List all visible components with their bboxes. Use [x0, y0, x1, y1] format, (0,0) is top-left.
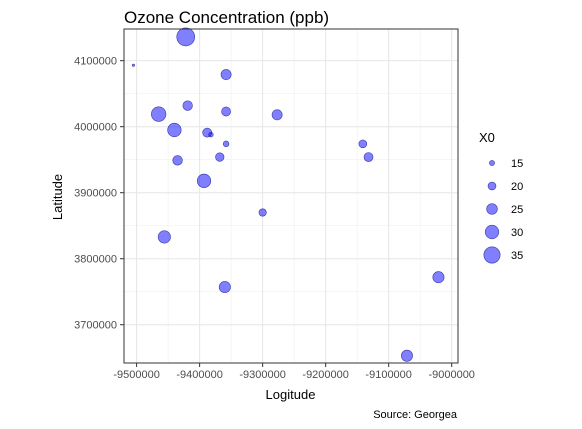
data-point — [131, 63, 135, 67]
plot-panel — [124, 29, 458, 363]
legend-key-circle — [483, 246, 501, 264]
data-point — [151, 106, 167, 122]
data-point — [167, 122, 182, 138]
data-points — [131, 27, 445, 362]
legend-title: X0 — [479, 130, 495, 145]
legend-key-circle — [487, 181, 497, 191]
legend-key-label: 30 — [511, 227, 523, 239]
y-tick-label: 3800000 — [74, 254, 117, 266]
y-tick-label: 4100000 — [74, 56, 117, 68]
data-point — [176, 27, 196, 47]
y-tick-label: 4000000 — [74, 122, 117, 134]
data-point — [363, 152, 374, 162]
x-tick-label: -9400000 — [176, 369, 223, 381]
data-point — [221, 106, 231, 117]
x-tick-label: -9500000 — [113, 369, 160, 381]
legend-key-label: 20 — [511, 181, 523, 193]
plot-border — [123, 28, 459, 364]
data-point — [400, 349, 413, 362]
x-axis-label: Logitude — [266, 387, 316, 402]
data-point — [218, 281, 231, 294]
chart-title: Ozone Concentration (ppb) — [124, 8, 329, 27]
data-point — [182, 100, 193, 111]
legend-key-label: 25 — [511, 204, 523, 216]
legend-key-circle — [484, 224, 500, 240]
data-point — [220, 69, 232, 80]
y-tick-label: 3700000 — [74, 320, 117, 332]
data-point — [358, 139, 368, 149]
data-point — [271, 109, 283, 121]
data-point — [196, 173, 212, 188]
x-axis-ticks: -9500000 -9400000 -9300000 -9200000 -9100000… — [113, 363, 475, 381]
y-tick-label: 3900000 — [74, 188, 117, 200]
legend-key-label: 35 — [511, 250, 523, 262]
plot-background — [124, 29, 458, 363]
data-point — [258, 208, 267, 217]
data-point — [432, 271, 445, 284]
data-point — [172, 155, 183, 166]
minor-gridlines — [124, 29, 458, 363]
x-tick-label: -9300000 — [239, 369, 286, 381]
size-legend: X0 15 20 25 30 35 — [479, 130, 523, 264]
y-axis-ticks: 3700000 3800000 3900000 4000000 4100000 — [74, 56, 124, 332]
x-tick-label: -9000000 — [428, 369, 475, 381]
data-point — [157, 230, 171, 244]
x-tick-label: -9200000 — [302, 369, 349, 381]
legend-key-circle — [486, 203, 498, 215]
legend-key-label: 15 — [511, 158, 523, 170]
legend-key-circle — [489, 160, 495, 166]
y-axis-label: Latitude — [50, 174, 65, 220]
data-point — [215, 152, 225, 162]
chart-caption: Source: Georgea — [373, 409, 458, 421]
x-tick-label: -9100000 — [365, 369, 412, 381]
data-point — [222, 140, 230, 148]
data-point — [208, 131, 214, 138]
